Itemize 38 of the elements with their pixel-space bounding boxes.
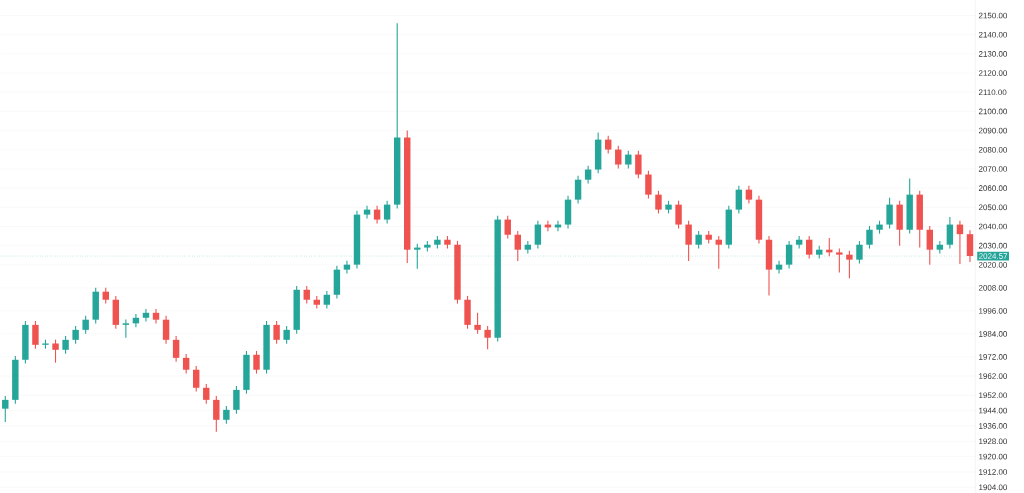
candlestick: [886, 196, 893, 229]
candlestick: [836, 247, 843, 273]
candlestick: [434, 235, 441, 249]
candlestick: [705, 230, 712, 244]
candlestick: [253, 350, 260, 374]
candlestick: [243, 350, 250, 395]
candlestick: [22, 320, 29, 364]
candlestick: [223, 405, 230, 424]
candlestick: [876, 219, 883, 234]
candlestick: [82, 315, 89, 335]
candlestick: [464, 295, 471, 330]
candlestick: [896, 200, 903, 246]
candlestick: [233, 385, 240, 414]
candlestick: [42, 338, 49, 349]
candlestick: [52, 338, 59, 363]
candlestick: [444, 235, 451, 249]
candlestick: [12, 355, 19, 405]
candlestick: [635, 149, 642, 179]
candlestick: [695, 230, 702, 249]
candlestick: [655, 190, 662, 214]
candlestick: [675, 200, 682, 229]
candlestick: [32, 320, 39, 349]
candlestick: [906, 177, 913, 234]
candlestick: [866, 225, 873, 249]
candlestick: [293, 285, 300, 335]
candlestick: [62, 335, 69, 354]
candlestick: [72, 325, 79, 344]
candlestick: [283, 325, 290, 344]
candlestick: [846, 250, 853, 279]
candlestick: [484, 325, 491, 350]
candlestick: [856, 240, 863, 264]
candlestick: [454, 240, 461, 304]
candlestick: [273, 320, 280, 344]
candlestick: [474, 312, 481, 335]
candlestick: [263, 320, 270, 374]
candlestick: [213, 395, 220, 433]
candlestick: [645, 169, 652, 199]
candlestick: [685, 219, 692, 262]
